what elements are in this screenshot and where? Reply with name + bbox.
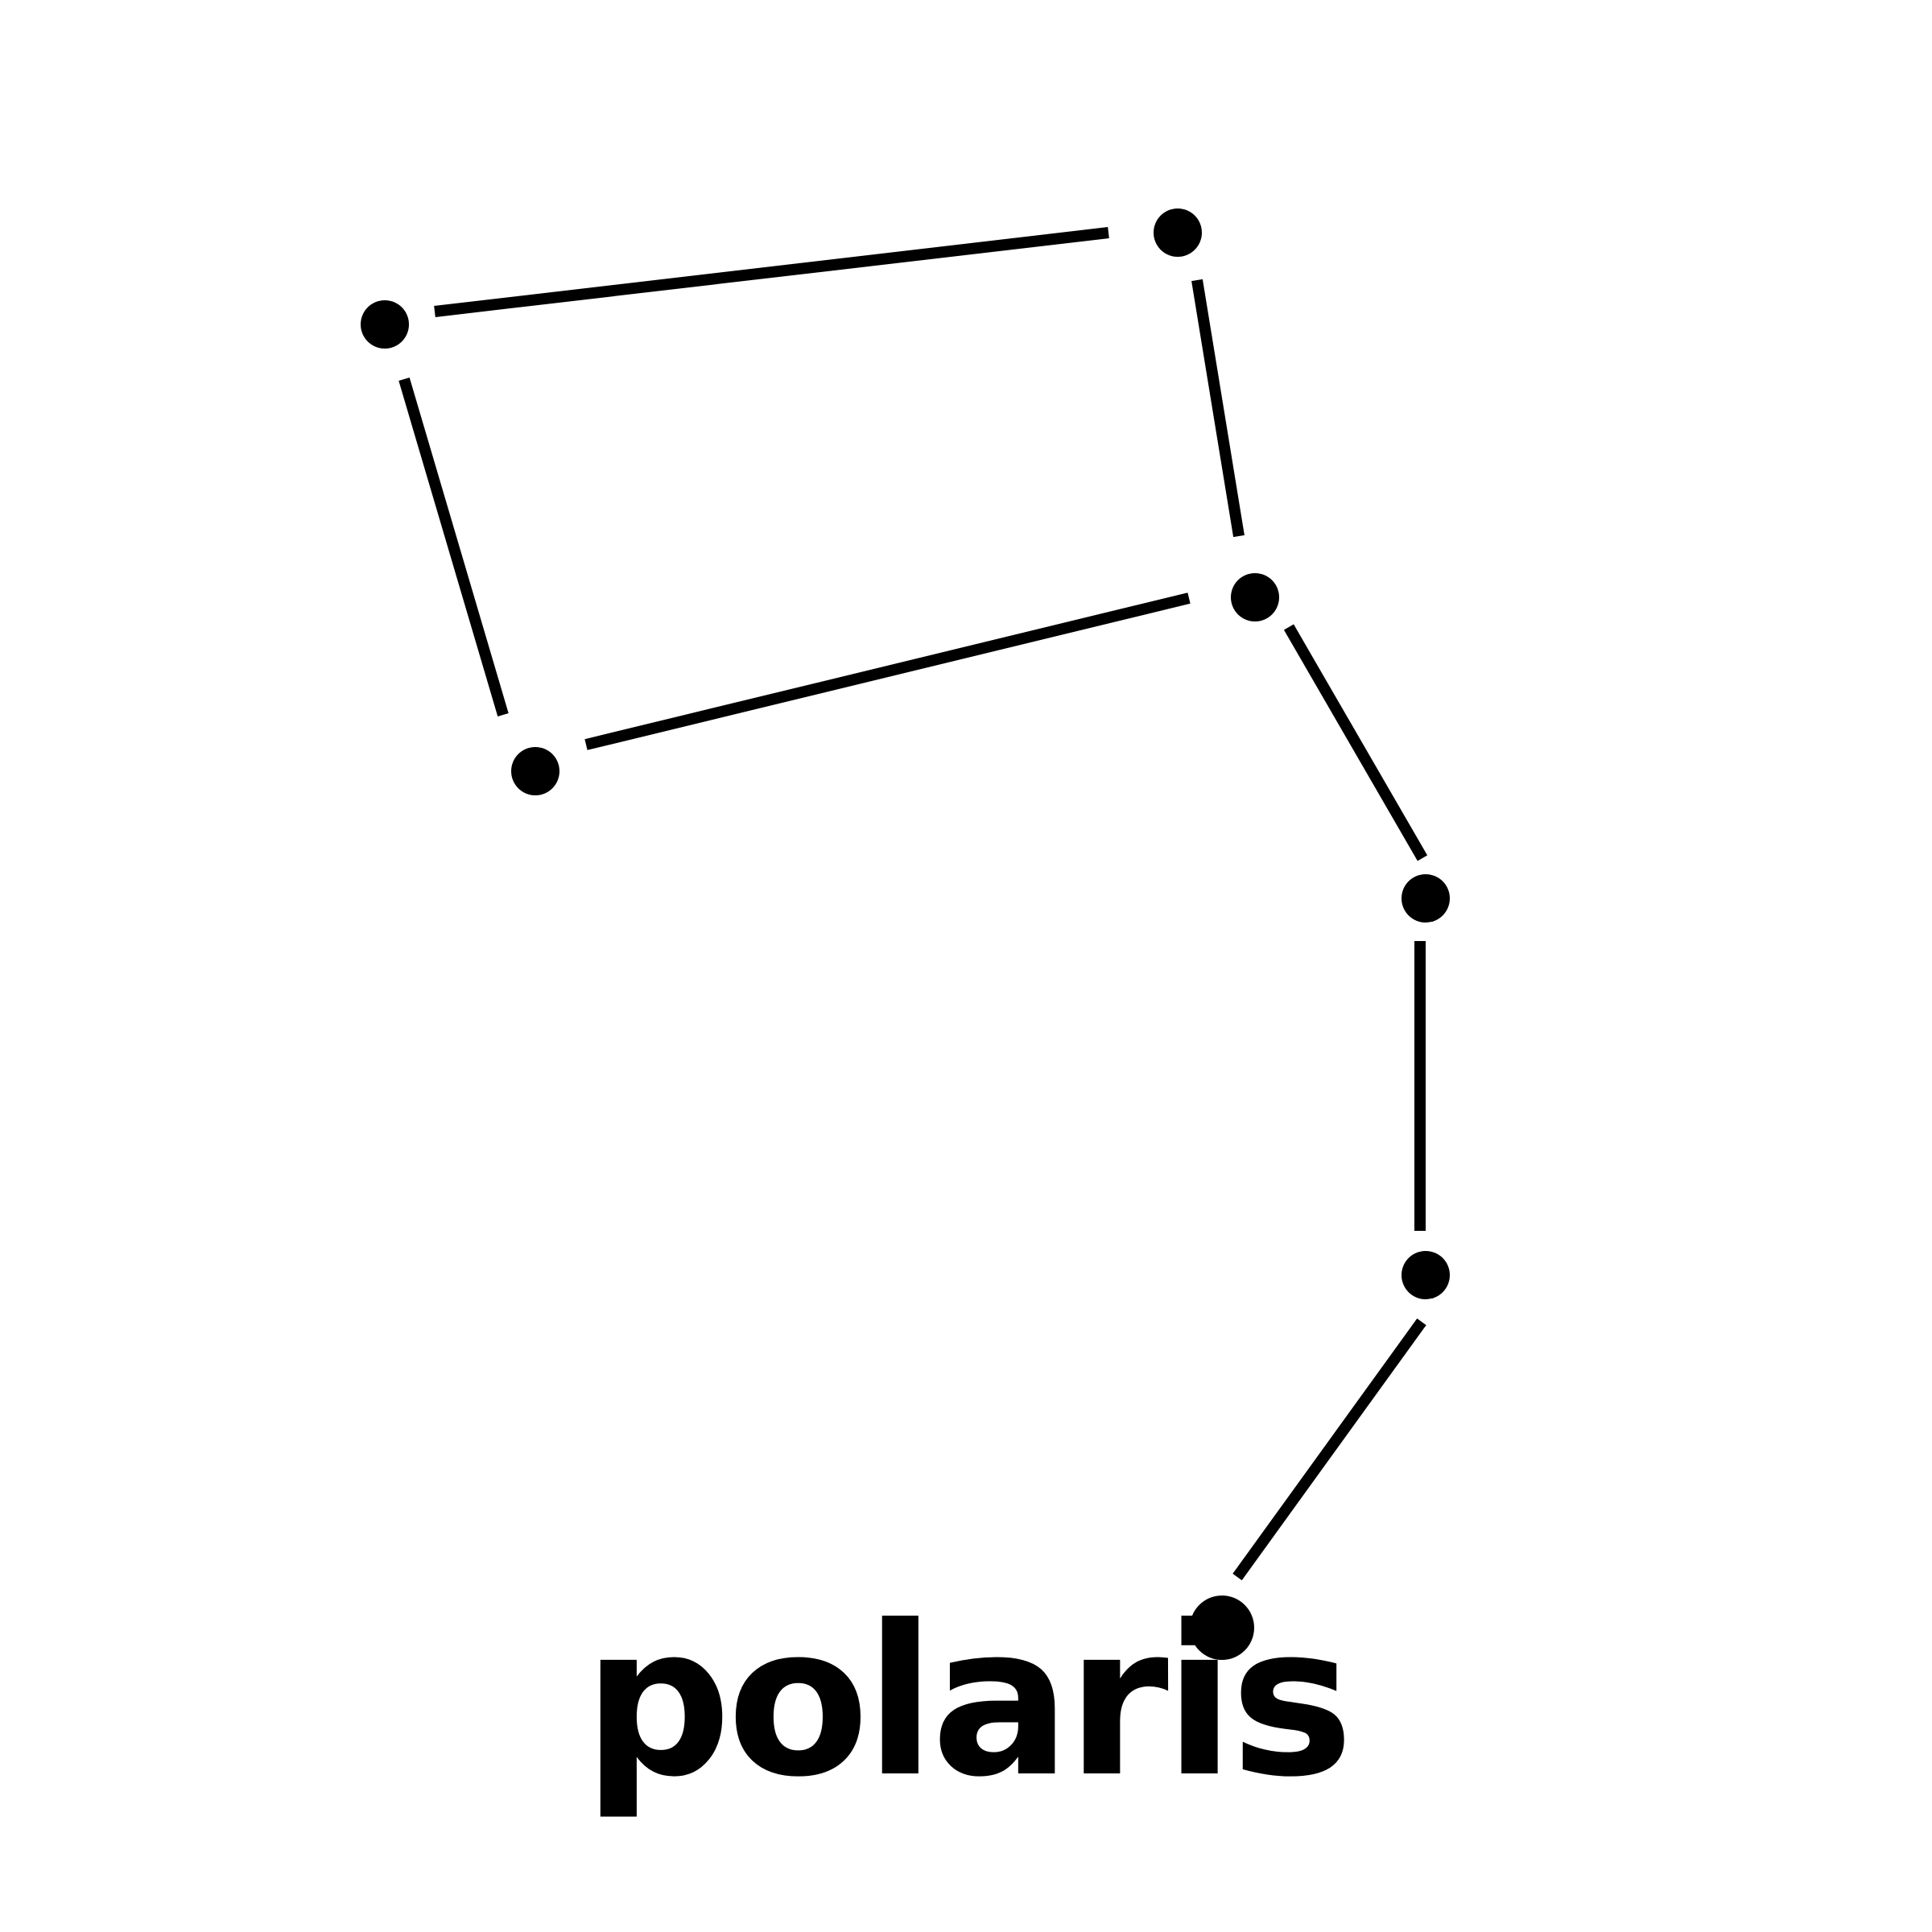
brand-wordmark: polaris (583, 1581, 1354, 1823)
star-dot (361, 300, 409, 349)
constellation-stars (361, 208, 1450, 1660)
polaris-star-dot (1190, 1596, 1254, 1660)
star-dot (1402, 1251, 1450, 1299)
constellation-line (398, 378, 509, 716)
constellation-line (584, 592, 1191, 750)
star-dot (511, 747, 559, 795)
constellation-line (434, 227, 1109, 317)
constellation-lines (398, 227, 1428, 1581)
star-dot (1154, 208, 1202, 257)
constellation-line (1232, 1318, 1426, 1581)
star-dot (1231, 573, 1279, 621)
constellation-line (1283, 624, 1428, 861)
constellation-line (1191, 279, 1245, 538)
star-dot (1402, 874, 1450, 923)
